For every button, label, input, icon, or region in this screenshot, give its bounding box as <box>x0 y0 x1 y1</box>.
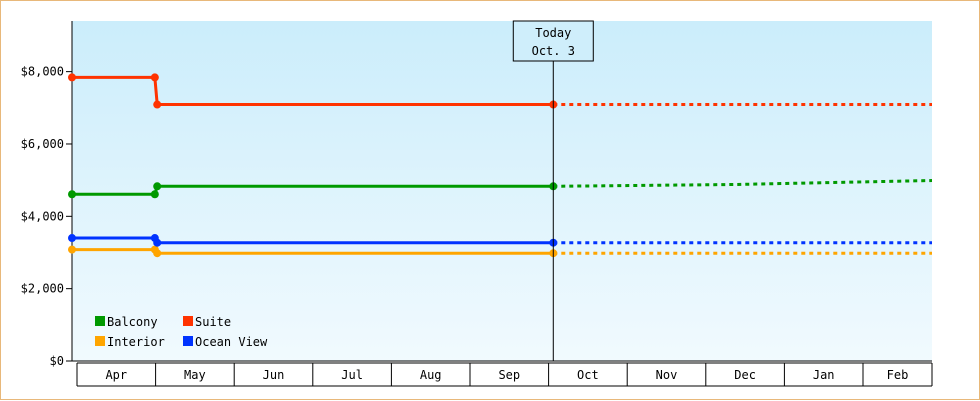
ocean-view-point <box>68 234 76 243</box>
y-tick-label: $2,000 <box>21 282 64 296</box>
month-label: Jan <box>813 368 835 382</box>
y-tick-label: $8,000 <box>21 65 64 79</box>
balcony-line <box>72 184 554 196</box>
month-label: Jun <box>263 368 285 382</box>
today-date: Oct. 3 <box>532 44 575 58</box>
suite-point <box>153 100 162 109</box>
interior-point <box>68 245 76 254</box>
today-callout <box>512 20 594 62</box>
y-tick-label: $4,000 <box>21 209 64 223</box>
y-tick-label: $0 <box>50 354 64 368</box>
month-label: Dec <box>734 368 756 382</box>
month-label: Aug <box>420 368 442 382</box>
month-label: Sep <box>498 368 520 382</box>
suite-line <box>72 75 554 107</box>
legend-swatch-ocean-view <box>183 336 193 346</box>
legend-label-interior: Interior <box>107 335 165 349</box>
suite-point <box>150 73 159 82</box>
ocean-view-point <box>153 238 162 247</box>
month-label: Oct <box>577 368 599 382</box>
month-label: Nov <box>656 368 678 382</box>
balcony-forecast-line <box>553 179 933 188</box>
balcony-point <box>153 182 162 191</box>
month-label: Feb <box>887 368 909 382</box>
plot-background <box>72 21 932 361</box>
y-tick-label: $6,000 <box>21 137 64 151</box>
legend-label-suite: Suite <box>195 315 231 329</box>
legend-swatch-suite <box>183 316 193 326</box>
legend-label-ocean-view: Ocean View <box>195 335 268 349</box>
month-label: Apr <box>105 368 127 382</box>
legend-swatch-balcony <box>95 316 105 326</box>
suite-point <box>68 73 76 82</box>
today-label: Today <box>535 26 571 40</box>
balcony-point <box>68 190 76 199</box>
interior-point <box>153 249 162 258</box>
month-label: May <box>184 368 206 382</box>
legend-label-balcony: Balcony <box>107 315 158 329</box>
balcony-point <box>150 190 159 199</box>
legend-swatch-interior <box>95 336 105 346</box>
month-label: Jul <box>341 368 363 382</box>
